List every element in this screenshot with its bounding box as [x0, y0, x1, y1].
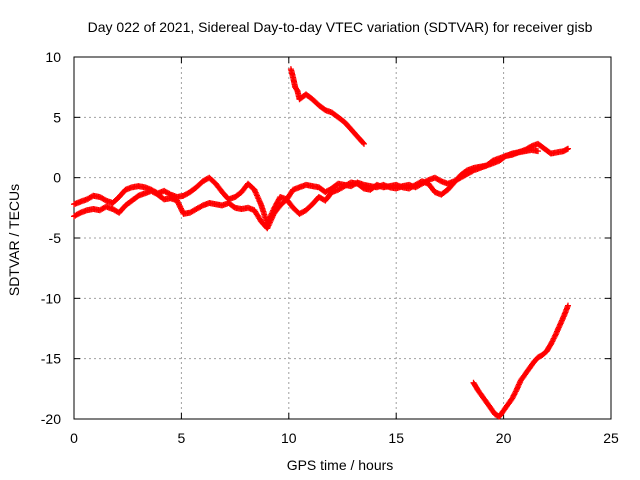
- data-point: [361, 140, 367, 147]
- x-axis-label: GPS time / hours: [287, 457, 394, 473]
- series-track-c: [287, 66, 367, 147]
- y-tick-label: -20: [41, 411, 61, 427]
- y-tick-label: -15: [41, 351, 61, 367]
- series-track-d: [470, 302, 571, 420]
- x-tick-label: 20: [496, 430, 512, 446]
- x-tick-label: 5: [178, 430, 186, 446]
- x-tick-label: 0: [70, 430, 78, 446]
- y-tick-label: 0: [53, 170, 61, 186]
- x-axis: 0 5 10 15 20 25: [70, 57, 619, 446]
- data-point: [174, 198, 181, 205]
- data-point: [360, 139, 367, 146]
- x-tick-label: 25: [603, 430, 619, 446]
- y-tick-label: -5: [49, 230, 62, 246]
- grid-lines: [74, 57, 611, 419]
- series-layer: [71, 66, 571, 420]
- x-tick-label: 10: [281, 430, 297, 446]
- x-tick-label: 15: [388, 430, 404, 446]
- y-tick-label: -10: [41, 290, 61, 306]
- y-tick-label: 5: [53, 109, 61, 125]
- chart-title: Day 022 of 2021, Sidereal Day-to-day VTE…: [88, 19, 593, 35]
- data-point: [565, 302, 571, 309]
- y-tick-label: 10: [45, 49, 61, 65]
- series-track-a: [71, 140, 571, 227]
- data-point: [535, 148, 541, 155]
- data-point: [565, 145, 571, 152]
- series-track-b: [71, 146, 541, 232]
- y-axis-label: SDTVAR / TECUs: [6, 184, 22, 296]
- y-axis: -20 -15 -10 -5 0 5 10: [41, 49, 611, 427]
